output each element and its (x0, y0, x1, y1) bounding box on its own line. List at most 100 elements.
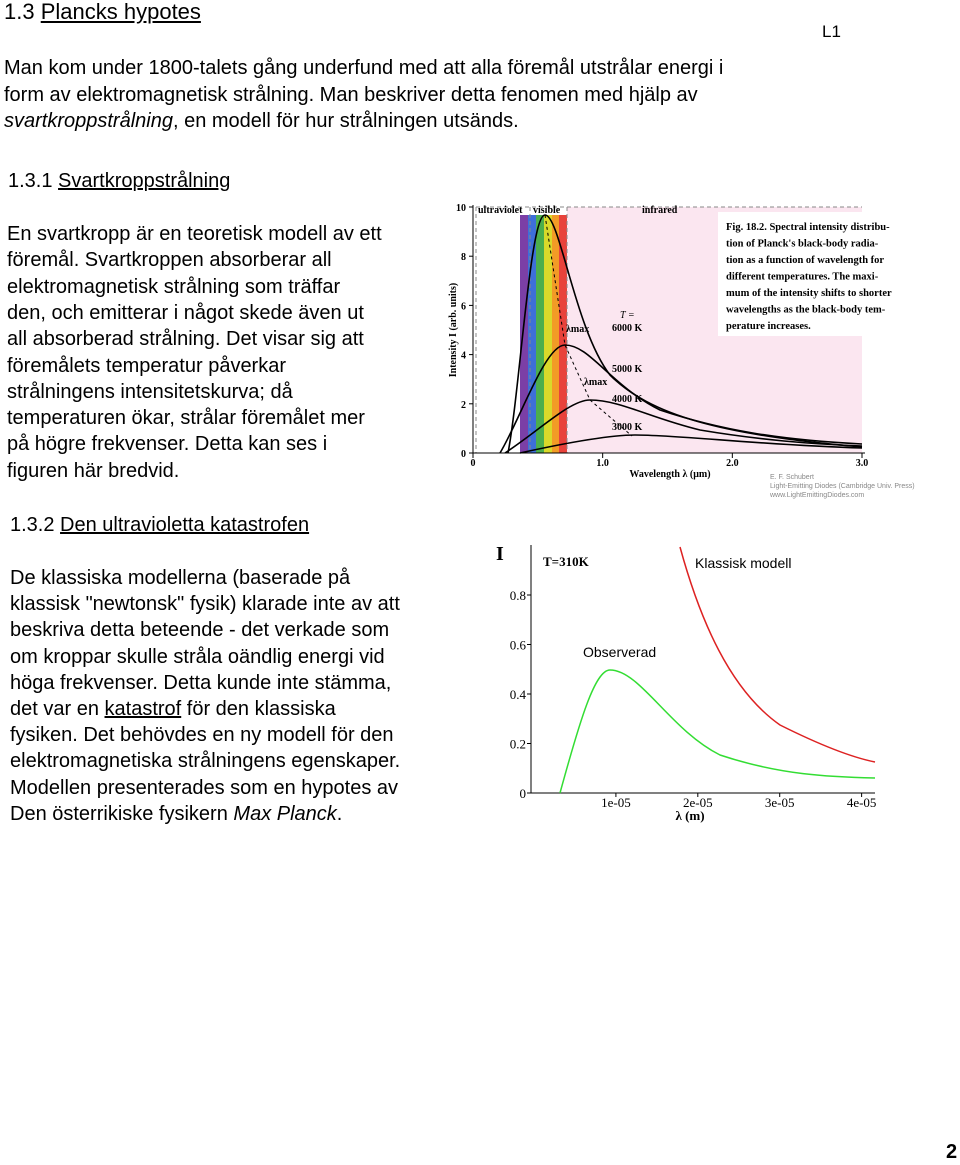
x-tick-label: 2e-05 (683, 795, 713, 810)
text-line: på högre frekvenser. Detta kan ses i (7, 433, 328, 456)
band (552, 215, 559, 453)
text-line: klassisk "newtonsk" fysik) klarade inte … (10, 592, 400, 616)
caption-line: tion as a function of wavelength for (726, 255, 884, 266)
y-tick-label: 0.8 (510, 588, 526, 603)
y-tick-label: 0.6 (510, 638, 527, 653)
band (544, 215, 552, 453)
text-span: för den klassiska (181, 698, 336, 720)
text-span: beskriva detta beteende - det verkade so… (10, 619, 390, 642)
text-span: , en modell för hur strålningen utsänds. (172, 110, 519, 132)
y-tick-label: 0.4 (510, 687, 527, 702)
heading-number: 1.3 (4, 0, 35, 24)
curve-5000k (499, 344, 863, 454)
heading-title: Den ultravioletta katastrofen (60, 514, 310, 536)
heading-title: Svartkroppstrålning (58, 170, 231, 192)
temperature-label: 5000 K (612, 364, 643, 375)
text-line: temperaturen ökar, strålar föremålet mer (7, 407, 365, 430)
subsection-heading: 1.3.1 Svartkroppstrålning (8, 169, 230, 193)
classical-curve (679, 546, 876, 763)
lambda-max-label: λmax (584, 377, 607, 388)
caption-line: Fig. 18.2. Spectral intensity distribu- (726, 222, 890, 233)
text-line: föremål. Svartkroppen absorberar all (7, 249, 332, 272)
text-span: elektromagnetiska strålningens egenskape… (10, 750, 401, 773)
region-divider (475, 206, 862, 453)
region-label: ultraviolet (478, 205, 523, 216)
region-label: visible (533, 205, 561, 216)
credit: Light-Emitting Diodes (Cambridge Univ. P… (770, 483, 915, 490)
caption-line: tion of Planck's black-body radia- (726, 239, 879, 250)
band (536, 215, 544, 453)
text-span: De klassiska modellerna (baserade på (10, 567, 351, 589)
temperature-label: 3000 K (612, 422, 643, 433)
x-axis-label: λ (m) (675, 808, 704, 823)
section-heading: 1.3 Plancks hypotes (4, 0, 201, 24)
credit: www.LightEmittingDiodes.com (769, 492, 864, 499)
caption-line: different temperatures. The maxi- (726, 272, 879, 283)
text-line: Modellen presenterades som en hypotes av (10, 776, 398, 800)
x-tick-label: 2.0 (726, 458, 739, 469)
text-line: den, och emitterar i något skede även ut (7, 301, 364, 324)
text-line: svartkroppstrålning, en modell för hur s… (4, 109, 519, 133)
y-tick-label: 8 (461, 252, 466, 263)
heading-number: 1.3.2 (10, 514, 55, 536)
t-label: T = (620, 310, 635, 321)
heading-title: Plancks hypotes (40, 0, 201, 24)
text-line: De klassiska modellerna (baserade på (10, 566, 350, 590)
text-line: all absorberad strålning. Det visar sig … (7, 328, 364, 351)
text-line: Man kom under 1800-talets gång underfund… (4, 57, 724, 79)
x-tick-label: 3.0 (856, 458, 869, 469)
y-tick-label: 10 (456, 203, 466, 214)
temperature-label: 4000 K (612, 394, 643, 405)
lambda-max-label: λmax (566, 324, 589, 335)
caption-line: mum of the intensity shifts to shorter (726, 288, 892, 299)
text-line: elektromagnetiska strålningens egenskape… (10, 749, 400, 773)
curve-label: Klassisk modell (695, 555, 791, 571)
axes (472, 205, 865, 454)
curve-label: Observerad (583, 644, 656, 660)
curve-4000k (504, 399, 863, 454)
observed-curve (559, 669, 876, 794)
x-tick-label: 4e-05 (847, 795, 877, 810)
classical-figure: 0 0.2 0.4 0.6 0.8 1e-05 2e-05 3e-05 4e-05 I T=310K… (496, 543, 876, 823)
curve-3000k (519, 434, 863, 454)
text-span: Modellen presenterades som en hypotes av (10, 776, 399, 799)
caption-line: perature increases. (726, 321, 811, 332)
text-line: form av elektromagnetisk strålning. Man … (4, 84, 698, 106)
x-tick-label: 1.0 (596, 458, 609, 469)
x-axis-label: Wavelength λ (μm) (629, 469, 710, 480)
text-span: höga frekvenser. Detta kunde inte stämma… (10, 671, 392, 694)
axes (530, 545, 875, 794)
caption-line: wavelengths as the black-body tem- (726, 305, 886, 316)
emphasis: Max Planck (233, 802, 337, 825)
text-line: fysiken. Det behövdes en ny modell för d… (10, 723, 394, 747)
text-line: beskriva detta beteende - det verkade so… (10, 618, 389, 642)
text-span: klassisk "newtonsk" fysik) klarade inte … (10, 593, 400, 616)
text-span: det var en (10, 698, 105, 720)
text-line: En svartkropp är en teoretisk modell av … (7, 223, 382, 245)
text-span: . (336, 802, 343, 825)
y-axis-label: Intensity I (arb. units) (448, 283, 459, 377)
emphasis: katastrof (104, 698, 182, 720)
caption-box (718, 212, 895, 336)
heading-number: 1.3.1 (8, 170, 53, 192)
italic-term: svartkroppstrålning (4, 110, 173, 132)
x-tick-label: 3e-05 (765, 795, 795, 810)
x-tick-label: 0 (471, 458, 476, 469)
text-span: om kroppar skulle stråla oändlig energi … (10, 645, 385, 668)
text-line: strålningens intensitetskurva; då (7, 380, 293, 403)
band (528, 215, 536, 453)
text-line: det var en katastrof för den klassiska (10, 697, 336, 721)
text-line: figuren här bredvid. (7, 459, 180, 482)
y-tick-label: 0 (461, 449, 466, 460)
text-line: höga frekvenser. Detta kunde inte stämma… (10, 671, 391, 695)
text-line: om kroppar skulle stråla oändlig energi … (10, 645, 385, 669)
temperature-label: 6000 K (612, 323, 643, 334)
page-tag: L1 (822, 22, 841, 41)
page-number: 2 (946, 1141, 958, 1163)
y-tick-label: 0.2 (510, 737, 526, 752)
subsection-heading: 1.3.2 Den ultravioletta katastrofen (10, 513, 309, 537)
y-tick-label: 0 (520, 786, 527, 801)
x-tick-label: 1e-05 (601, 795, 631, 810)
